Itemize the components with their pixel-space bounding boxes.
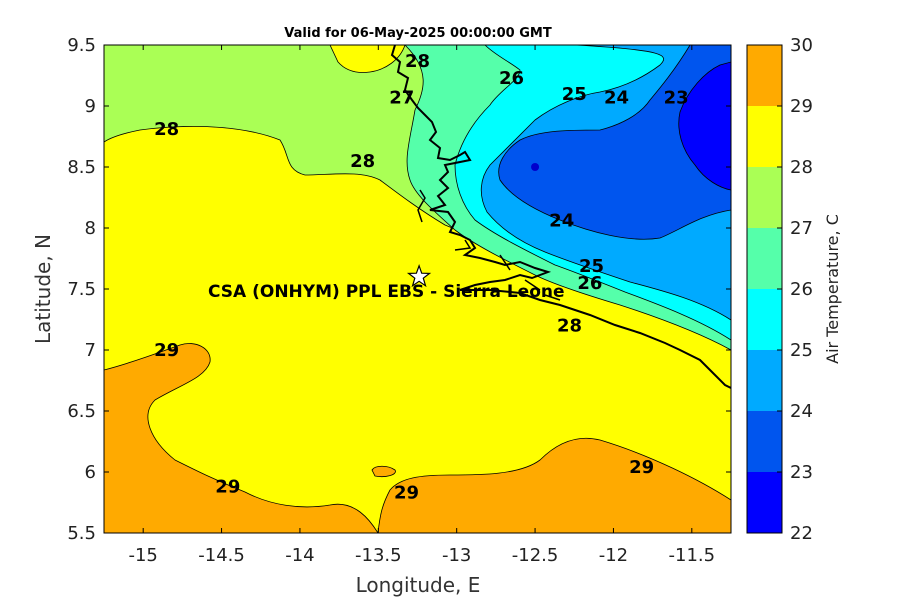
x-tick-label: -12 xyxy=(599,545,628,566)
contour-label: 29 xyxy=(629,457,654,478)
band-29-island xyxy=(371,465,396,478)
contour-label: 28 xyxy=(350,151,375,172)
colorbar-tick-label: 29 xyxy=(790,96,813,117)
colorbar-tick-label: 24 xyxy=(790,401,813,422)
x-axis-ticks: -15 -14.5 -14 -13.5 -13 -12.5 -12 -11.5 xyxy=(128,45,715,566)
x-axis-label: Longitude, E xyxy=(356,573,481,597)
y-tick-label: 7 xyxy=(85,340,96,361)
y-tick-label: 6 xyxy=(85,462,96,483)
point-marker xyxy=(531,163,540,171)
contour-label: 24 xyxy=(549,211,574,232)
contour-label: 26 xyxy=(499,68,524,89)
contour-label: 28 xyxy=(405,51,430,72)
y-axis-label: Latitude, N xyxy=(31,234,55,344)
contour-label: 29 xyxy=(154,340,179,361)
x-tick-label: -14.5 xyxy=(198,545,245,566)
coastline xyxy=(390,45,731,389)
x-tick-label: -14 xyxy=(285,545,314,566)
colorbar-level xyxy=(747,289,782,350)
map-plot-area xyxy=(104,45,731,533)
colorbar xyxy=(746,44,783,534)
y-tick-label: 7.5 xyxy=(67,279,96,300)
colorbar-tick-label: 28 xyxy=(790,157,813,178)
colorbar-level xyxy=(747,411,782,472)
y-axis-ticks: 5.5 6 6.5 7 7.5 8 8.5 9 9.5 xyxy=(67,35,731,544)
y-tick-label: 9 xyxy=(85,96,96,117)
contour-label: 26 xyxy=(577,273,602,294)
colorbar-level xyxy=(747,472,782,533)
station-label: CSA (ONHYM) PPL EBS - Sierra Leone xyxy=(208,282,565,302)
colorbar-level xyxy=(747,350,782,411)
contour-label: 29 xyxy=(215,477,240,498)
colorbar-tick-label: 26 xyxy=(790,279,813,300)
y-tick-label: 6.5 xyxy=(67,401,96,422)
x-tick-label: -11.5 xyxy=(669,545,716,566)
contour-label: 27 xyxy=(389,87,414,108)
coastline-inland xyxy=(417,189,561,301)
band-29-30-south xyxy=(104,343,731,533)
colorbar-ticks: 22 23 24 25 26 27 28 29 30 xyxy=(777,35,813,544)
colorbar-tick-label: 27 xyxy=(790,218,813,239)
band-23-24 xyxy=(498,45,731,240)
colorbar-tick-label: 25 xyxy=(790,340,813,361)
contour-label: 24 xyxy=(604,87,629,108)
y-tick-label: 9.5 xyxy=(67,35,96,56)
colorbar-tick-label: 22 xyxy=(790,523,813,544)
contour-label: 28 xyxy=(154,119,179,140)
colorbar-level xyxy=(747,228,782,289)
colorbar-level xyxy=(747,106,782,167)
band-22-23 xyxy=(678,61,731,191)
colorbar-level xyxy=(747,167,782,228)
colorbar-tick-label: 23 xyxy=(790,462,813,483)
colorbar-level xyxy=(747,45,782,106)
contour-label: 25 xyxy=(562,84,587,105)
contour-label: 25 xyxy=(579,256,604,277)
x-tick-label: -12.5 xyxy=(512,545,559,566)
colorbar-label: Air Temperature, C xyxy=(823,214,842,364)
x-tick-label: -13 xyxy=(442,545,471,566)
contour-label: 28 xyxy=(557,316,582,337)
x-tick-label: -13.5 xyxy=(355,545,402,566)
chart-title: Valid for 06-May-2025 00:00:00 GMT xyxy=(284,26,552,41)
y-tick-label: 8.5 xyxy=(67,157,96,178)
colorbar-tick-label: 30 xyxy=(790,35,813,56)
y-tick-label: 5.5 xyxy=(67,523,96,544)
star-icon xyxy=(406,264,432,288)
band-28-island xyxy=(329,45,406,73)
contour-label: 23 xyxy=(664,87,689,108)
y-tick-label: 8 xyxy=(85,218,96,239)
contour-label: 29 xyxy=(394,483,419,504)
x-tick-label: -15 xyxy=(128,545,157,566)
station-marker: CSA (ONHYM) PPL EBS - Sierra Leone xyxy=(208,264,565,302)
